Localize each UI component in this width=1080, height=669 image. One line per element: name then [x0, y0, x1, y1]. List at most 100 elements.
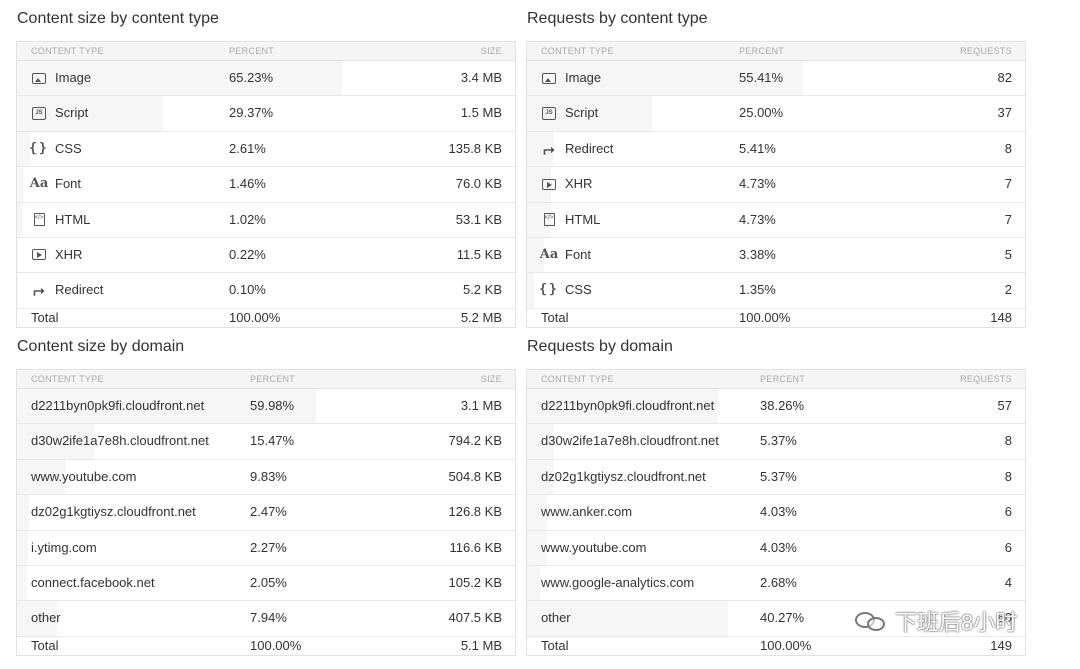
row-name: ⮣ Redirect [541, 132, 613, 166]
row-percent: 1.35% [739, 282, 776, 298]
row-percent: 2.27% [250, 539, 287, 555]
header-content-type[interactable]: CONTENT TYPE [541, 374, 614, 384]
percent-bar [17, 202, 23, 237]
row-name: XHR [541, 167, 592, 201]
total-row: Total 100.00% 5.1 MB [17, 637, 515, 655]
content-size-by-type-panel: Content size by content type CONTENT TYPE… [16, 8, 516, 328]
percent-bar [17, 495, 30, 530]
table-header: CONTENT TYPE PERCENT SIZE [17, 370, 515, 389]
row-name: JS Script [541, 96, 598, 130]
row-label: dz02g1kgtiysz.cloudfront.net [541, 468, 706, 484]
table-row: other 40.27% 60 [527, 601, 1025, 637]
row-label: Script [55, 105, 89, 121]
table-row: d30w2ife1a7e8h.cloudfront.net 15.47% 794.2… [17, 424, 515, 460]
row-percent: 1.02% [229, 211, 266, 227]
row-percent: 3.38% [739, 246, 776, 262]
row-value: 794.2 KB [448, 433, 503, 449]
wechat-icon [855, 609, 889, 633]
row-value: 8 [1004, 468, 1012, 484]
row-percent: 4.03% [760, 539, 797, 555]
redirect-icon: ⮣ [33, 282, 45, 299]
row-name: </> HTML [541, 203, 600, 237]
table-row: dz02g1kgtiysz.cloudfront.net 2.47% 126.8 K… [17, 495, 515, 531]
row-name: dz02g1kgtiysz.cloudfront.net [541, 460, 706, 494]
percent-bar [17, 131, 30, 167]
header-value[interactable]: REQUESTS [960, 46, 1012, 56]
row-percent: 38.26% [760, 398, 805, 413]
row-value: 37 [997, 105, 1012, 121]
row-value: 116.6 KB [449, 539, 502, 555]
data-table: CONTENT TYPE PERCENT REQUESTS d2211byn0pk9f… [526, 369, 1026, 656]
table-row: JS Script 25.00% 37 [527, 96, 1025, 132]
row-label: Font [55, 176, 82, 192]
row-name: </> HTML [31, 203, 90, 237]
percent-bar [527, 424, 554, 459]
row-label: Image [565, 70, 602, 85]
row-value: 7 [1004, 211, 1012, 227]
row-label: Image [55, 70, 92, 85]
percent-bar [527, 131, 554, 167]
table-row: www.youtube.com 9.83% 504.8 KB [17, 459, 515, 496]
header-percent[interactable]: PERCENT [250, 374, 296, 384]
percent-bar [17, 167, 25, 202]
row-percent: 0.10% [229, 282, 266, 298]
watermark-text: 下班后8小时 [895, 610, 1018, 635]
header-value[interactable]: REQUESTS [960, 374, 1012, 384]
row-label: www.youtube.com [31, 468, 137, 484]
row-value: 60 [997, 610, 1012, 626]
percent-bar [527, 530, 548, 565]
row-label: dz02g1kgtiysz.cloudfront.net [31, 504, 196, 520]
total-percent: 100.00% [250, 637, 302, 653]
percent-bar [527, 167, 551, 202]
table-header: CONTENT TYPE PERCENT REQUESTS [527, 370, 1025, 389]
header-percent[interactable]: PERCENT [739, 46, 785, 56]
table-row: Image 55.41% 82 [527, 61, 1025, 97]
table-row: d30w2ife1a7e8h.cloudfront.net 5.37% 8 [527, 424, 1025, 460]
table-row: www.anker.com 4.03% 6 [527, 495, 1025, 531]
row-label: www.anker.com [541, 504, 633, 520]
row-name: www.anker.com [541, 495, 632, 529]
panel-title: Requests by domain [527, 338, 673, 355]
table-row: ⮣ Redirect 0.10% 5.2 KB [17, 273, 515, 309]
table-row: Image 65.23% 3.4 MB [17, 61, 515, 97]
row-percent: 2.47% [250, 504, 287, 520]
table-row: XHR 4.73% 7 [527, 167, 1025, 203]
header-content-type[interactable]: CONTENT TYPE [31, 46, 104, 56]
header-percent[interactable]: PERCENT [760, 374, 806, 384]
percent-bar [527, 202, 551, 237]
header-content-type[interactable]: CONTENT TYPE [31, 374, 104, 384]
row-percent: 4.73% [739, 176, 776, 192]
data-table: CONTENT TYPE PERCENT REQUESTS Image 55.41% 82… [526, 41, 1026, 328]
header-percent[interactable]: PERCENT [229, 46, 275, 56]
xhr-icon [541, 176, 557, 192]
table-row: Aa Font 3.38% 5 [527, 237, 1025, 274]
table-row: www.youtube.com 4.03% 6 [527, 530, 1025, 566]
row-percent: 55.41% [739, 70, 784, 85]
header-value[interactable]: SIZE [480, 374, 502, 384]
image-icon [541, 70, 557, 86]
row-percent: 2.61% [229, 140, 266, 156]
table-row: Aa Font 1.46% 76.0 KB [17, 167, 515, 203]
table-row: ⮣ Redirect 5.41% 8 [527, 131, 1025, 168]
table-row: {} CSS 2.61% 135.8 KB [17, 131, 515, 168]
row-name: {} CSS [29, 132, 82, 166]
row-name: {} CSS [539, 273, 592, 307]
row-label: other [31, 610, 61, 626]
table-row: </> HTML 4.73% 7 [527, 202, 1025, 238]
row-label: Font [565, 246, 592, 262]
percent-bar [17, 237, 19, 273]
percent-bar [527, 389, 718, 424]
total-value: 5.1 MB [460, 637, 502, 653]
row-name: Image [31, 61, 91, 95]
header-content-type[interactable]: CONTENT TYPE [541, 46, 614, 56]
row-label: www.google-analytics.com [541, 574, 695, 590]
row-value: 8 [1004, 140, 1012, 156]
row-percent: 1.46% [229, 176, 266, 192]
row-label: CSS [55, 140, 82, 156]
total-label: Total [31, 309, 59, 325]
css-icon: {} [539, 282, 559, 298]
header-value[interactable]: SIZE [480, 46, 502, 56]
font-icon: Aa [29, 176, 49, 192]
table-row: XHR 0.22% 11.5 KB [17, 237, 515, 274]
row-percent: 29.37% [229, 105, 274, 121]
